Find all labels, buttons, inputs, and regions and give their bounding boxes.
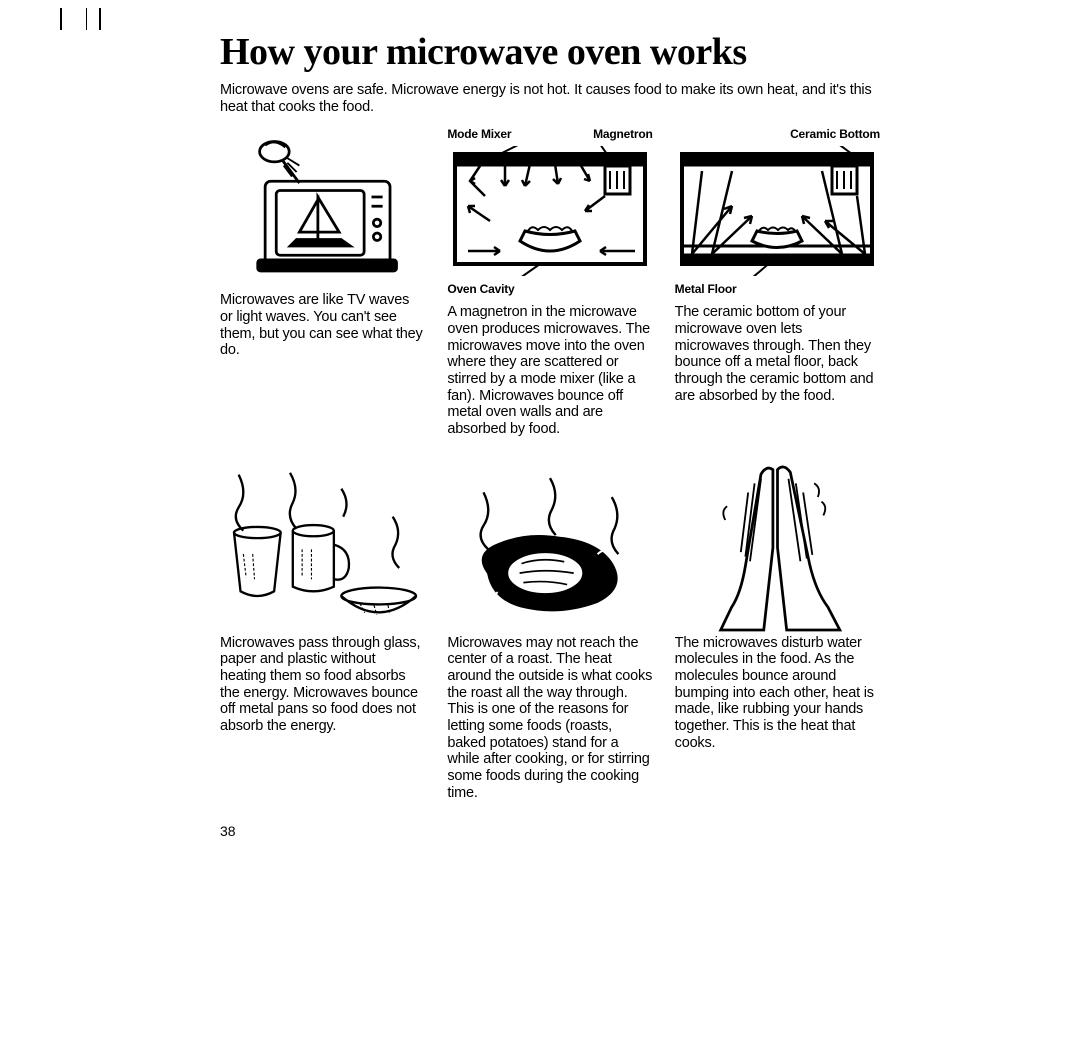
label-metal-floor: Metal Floor — [675, 282, 880, 296]
label-mode-mixer: Mode Mixer — [447, 127, 511, 141]
tv-caption: Microwaves are like TV waves or light wa… — [220, 292, 425, 359]
tv-illustration — [220, 141, 425, 276]
containers-illustration — [220, 460, 425, 635]
page-number: 38 — [220, 823, 880, 839]
row-2: Microwaves pass through glass, paper and… — [220, 460, 880, 802]
hands-caption: The microwaves dis­turb water molecules … — [675, 635, 880, 752]
ceramic-caption: The ceramic bottom of your microwave ove… — [675, 304, 880, 404]
page-title: How your microwave oven works — [220, 30, 880, 74]
col-containers: Microwaves pass through glass, paper and… — [220, 460, 425, 802]
col-magnetron: Mode Mixer Magnetron — [447, 127, 652, 437]
col-roast: Microwaves may not reach the center of a… — [447, 460, 652, 802]
label-ceramic-bottom: Ceramic Bottom — [790, 127, 880, 141]
roast-illustration — [447, 460, 652, 635]
label-oven-cavity: Oven Cavity — [447, 282, 652, 296]
intro-text: Microwave ovens are safe. Microwave ener… — [220, 82, 880, 115]
col-ceramic: Ceramic Bottom — [675, 127, 880, 437]
col-hands: The microwaves dis­turb water molecules … — [675, 460, 880, 802]
col-tv: Microwaves are like TV waves or light wa… — [220, 127, 425, 437]
label-magnetron: Magnetron — [593, 127, 653, 141]
roast-caption: Microwaves may not reach the center of a… — [447, 635, 652, 802]
hands-illustration — [675, 460, 880, 635]
magnetron-caption: A magnetron in the microwave oven pro­du… — [447, 304, 652, 437]
magnetron-illustration — [447, 143, 652, 278]
ceramic-illustration — [675, 143, 880, 278]
containers-caption: Microwaves pass through glass, paper and… — [220, 635, 425, 735]
row-1: Microwaves are like TV waves or light wa… — [220, 127, 880, 437]
